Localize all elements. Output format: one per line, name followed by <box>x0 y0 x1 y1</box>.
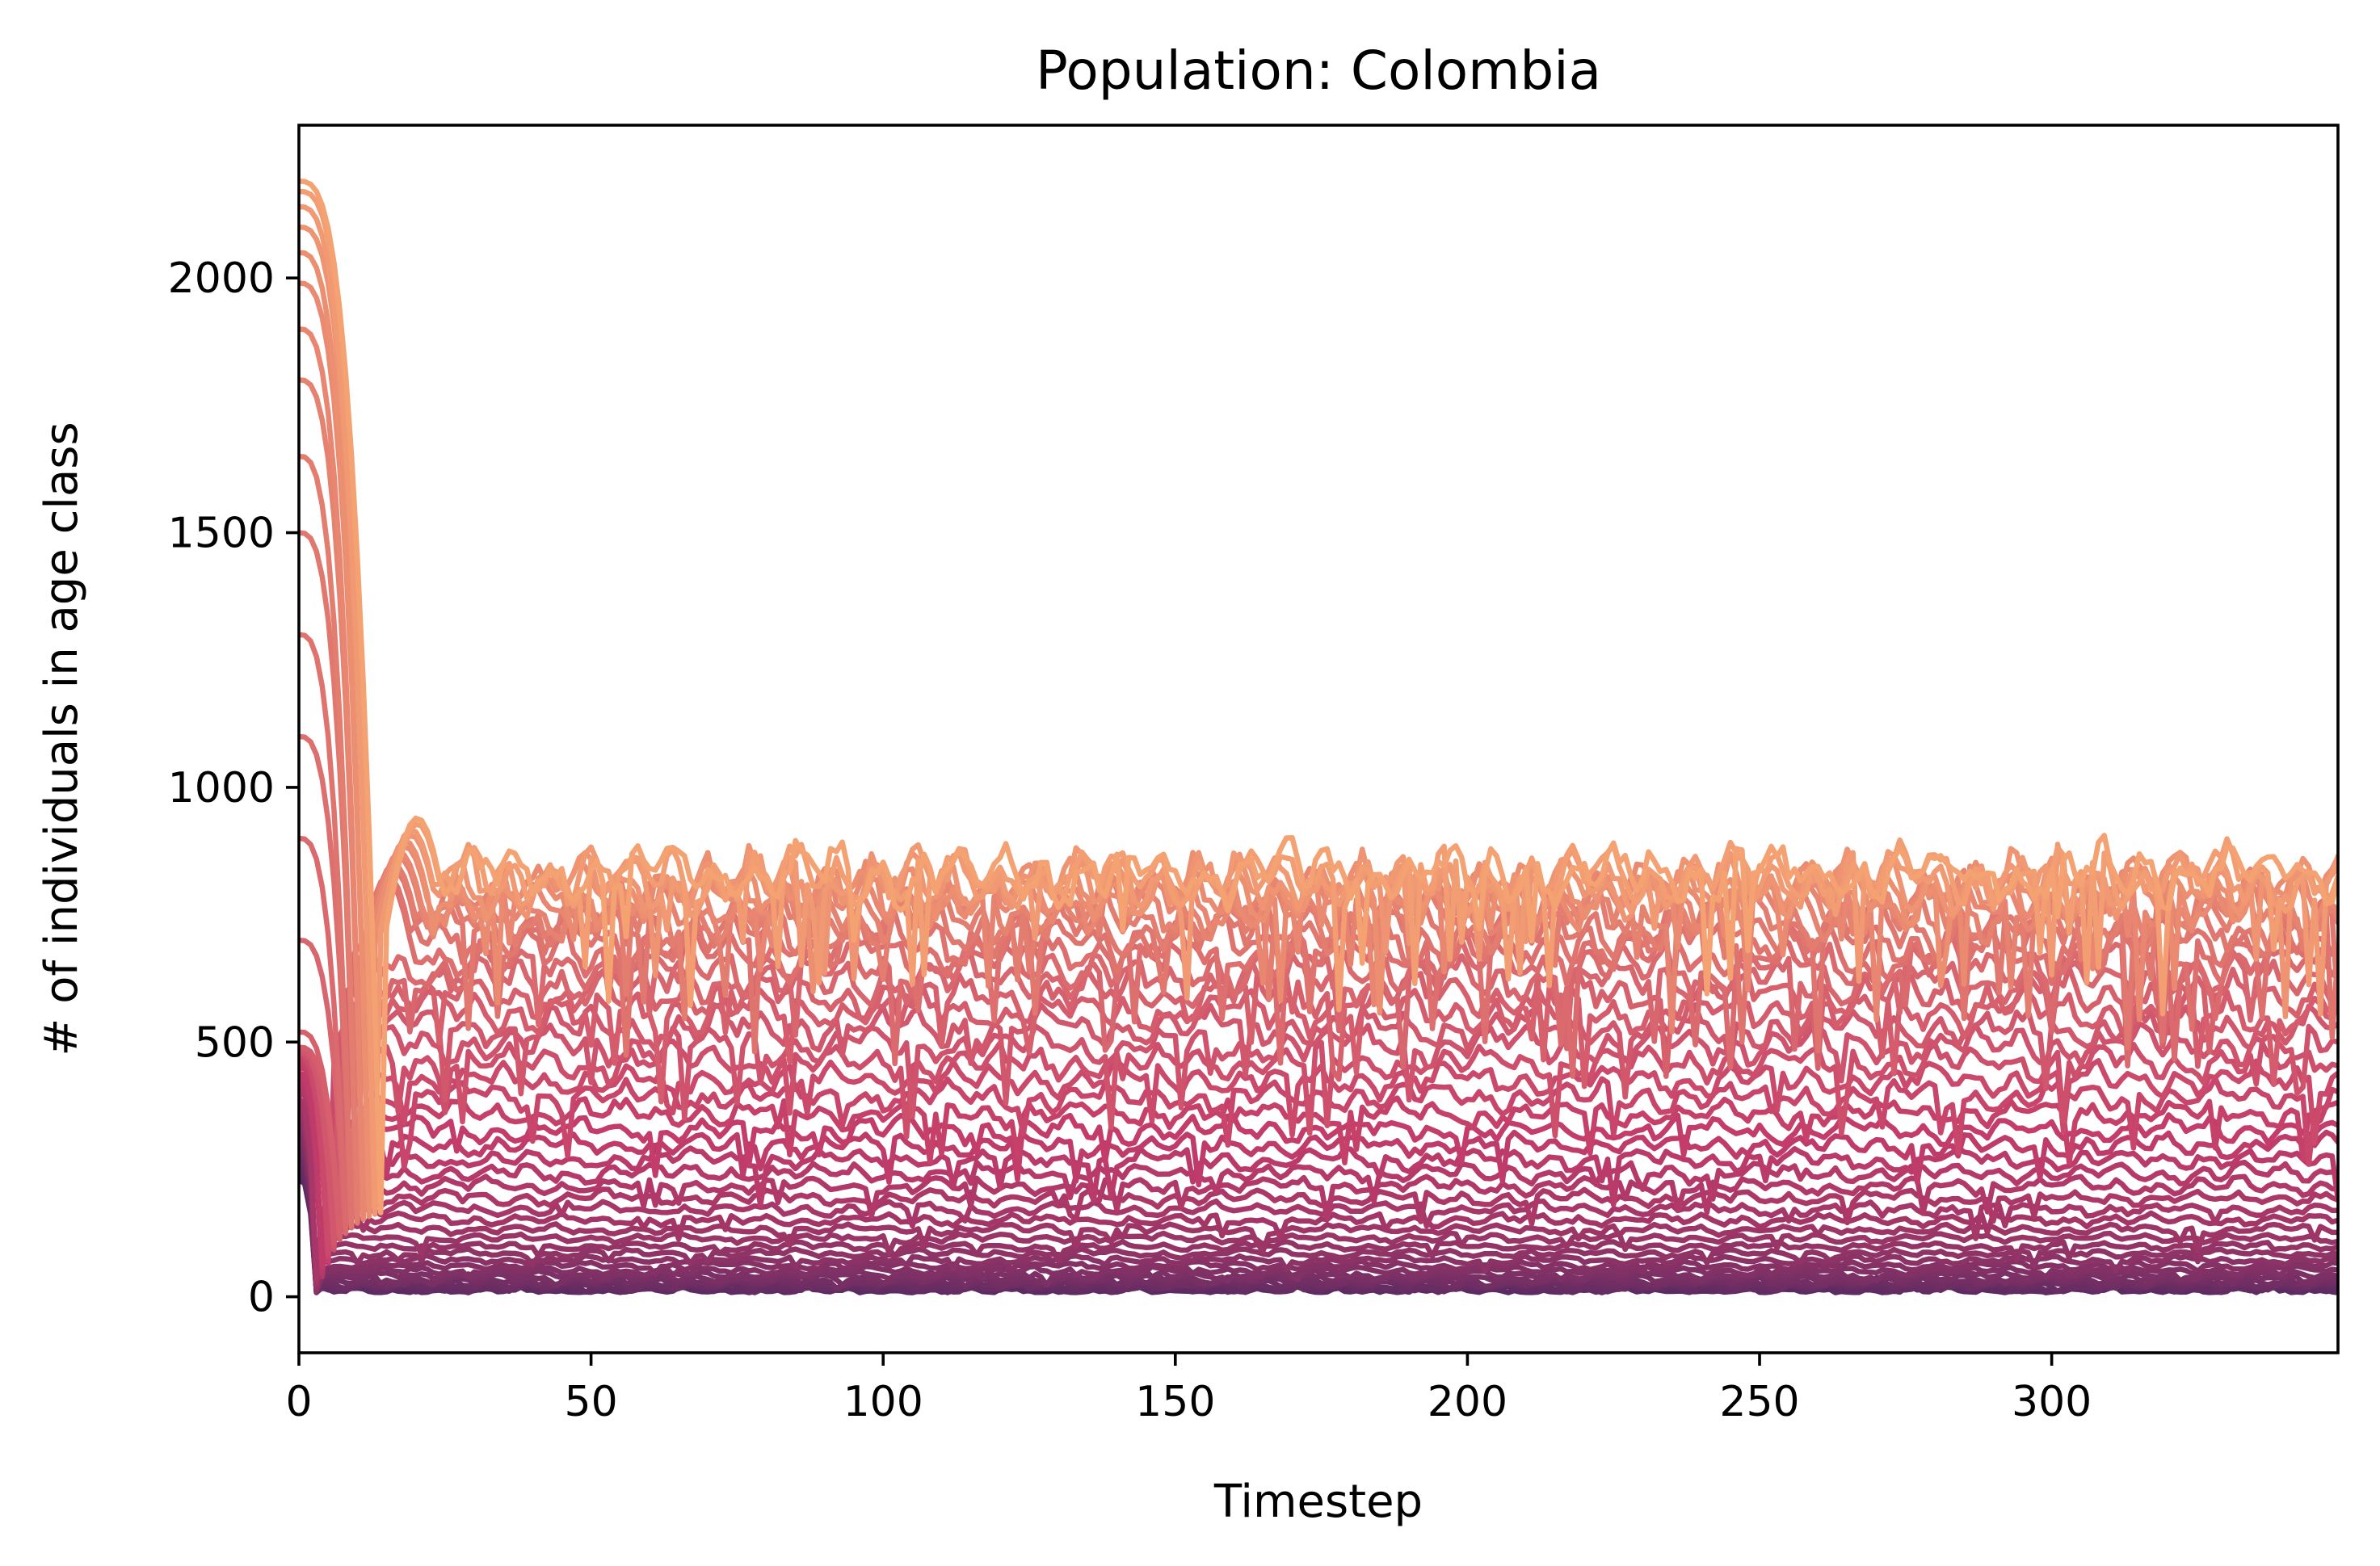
y-tick-label: 0 <box>248 1274 275 1322</box>
series-line-age-class-37 <box>299 1141 2338 1295</box>
series-line-age-class-19 <box>299 1052 2338 1257</box>
series-line-age-class-14 <box>299 965 2338 1240</box>
x-tick-label: 150 <box>1135 1378 1215 1426</box>
x-tick-label: 250 <box>1719 1378 1799 1426</box>
series-line-age-class-25 <box>299 1080 2338 1275</box>
y-tick-label: 500 <box>195 1018 275 1067</box>
series-line-age-class-35 <box>299 1131 2338 1294</box>
x-axis-label: Timestep <box>1213 1476 1423 1528</box>
x-tick-label: 50 <box>565 1378 618 1426</box>
series-line-age-class-0 <box>299 178 2338 1215</box>
series-line-age-class-22 <box>299 1064 2338 1266</box>
series-line-age-class-26 <box>299 1085 2338 1278</box>
series-line-age-class-17 <box>299 1021 2338 1249</box>
series-line-age-class-15 <box>299 985 2338 1243</box>
y-tick-label: 2000 <box>168 254 275 303</box>
series-line-age-class-16 <box>299 1001 2338 1246</box>
series-line-age-class-34 <box>299 1126 2338 1292</box>
series-line-age-class-29 <box>299 1100 2338 1284</box>
series-line-age-class-36 <box>299 1136 2338 1295</box>
series-line-age-class-32 <box>299 1115 2338 1290</box>
x-tick-label: 300 <box>2012 1378 2092 1426</box>
y-tick-label: 1500 <box>168 510 275 558</box>
y-tick-label: 1000 <box>168 764 275 812</box>
series-line-age-class-23 <box>299 1069 2338 1270</box>
series-line-age-class-24 <box>299 1075 2338 1272</box>
series-line-age-class-33 <box>299 1120 2338 1291</box>
series-line-age-class-9 <box>299 530 2338 1226</box>
y-axis: 0 500 1000 1500 2000 <box>168 254 299 1322</box>
y-axis-label: # of individuals in age class <box>36 422 88 1056</box>
x-tick-label: 0 <box>285 1378 312 1426</box>
x-tick-label: 200 <box>1428 1378 1507 1426</box>
series-line-age-class-21 <box>299 1060 2338 1263</box>
plot-frame <box>297 124 2340 1354</box>
series-line-age-class-30 <box>299 1106 2338 1287</box>
chart-title: Population: Colombia <box>1036 40 1601 102</box>
series-line-age-class-31 <box>299 1110 2338 1288</box>
series-line-age-class-20 <box>299 1054 2338 1260</box>
series-layer <box>299 178 2338 1295</box>
x-axis: 0 50 100 150 200 250 300 <box>285 1353 2092 1426</box>
series-line-age-class-18 <box>299 1038 2338 1253</box>
x-tick-label: 100 <box>843 1378 923 1426</box>
